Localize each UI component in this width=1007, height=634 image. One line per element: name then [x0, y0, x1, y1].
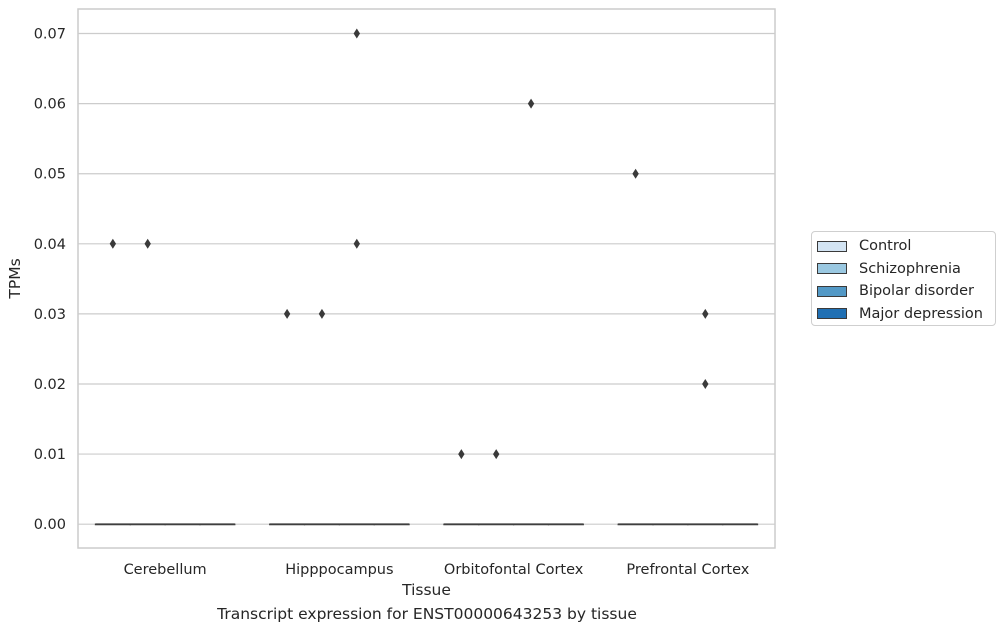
- legend-swatch: [817, 285, 847, 297]
- outlier-point: [353, 28, 360, 39]
- y-tick-labels: 0.00 0.01 0.02 0.03 0.04 0.05 0.06 0.07: [34, 27, 66, 534]
- x-tick-label: Hipppocampus: [285, 562, 393, 578]
- outlier-points: [109, 28, 709, 460]
- outlier-point: [144, 238, 151, 249]
- y-tick-label: 0.02: [34, 377, 66, 393]
- outlier-point: [527, 98, 535, 109]
- x-tick-label: Prefrontal Cortex: [626, 562, 749, 578]
- chart-caption: Transcript expression for ENST0000064325…: [217, 605, 637, 623]
- outlier-point: [458, 449, 465, 460]
- outlier-point: [493, 449, 500, 460]
- legend-label: Major depression: [859, 305, 983, 322]
- legend-item: Schizophrenia: [817, 259, 961, 279]
- plot-frame: [77, 8, 776, 549]
- y-tick-label: 0.00: [34, 517, 66, 533]
- y-tick-label: 0.05: [34, 167, 66, 183]
- legend-item: Control: [817, 236, 911, 256]
- y-tick-label: 0.03: [34, 307, 66, 323]
- legend-label: Schizophrenia: [859, 260, 961, 277]
- y-tick-label: 0.07: [34, 27, 66, 43]
- outlier-point: [318, 308, 326, 319]
- legend-label: Control: [859, 238, 912, 254]
- outlier-point: [632, 168, 639, 179]
- y-tick-label: 0.06: [34, 97, 66, 113]
- x-tick-labels: Cerebellum Hipppocampus Orbitofontal Corte…: [124, 562, 750, 578]
- outlier-point: [702, 378, 709, 389]
- x-tick-label: Orbitofontal Cortex: [444, 562, 584, 578]
- outlier-point: [109, 238, 117, 249]
- legend-swatch: [817, 240, 847, 252]
- legend-swatch: [817, 263, 847, 274]
- gridlines: [78, 32, 775, 525]
- legend-label: Bipolar disorder: [859, 283, 974, 299]
- legend-item: Major depression: [817, 304, 983, 324]
- outlier-point: [283, 308, 291, 319]
- legend-swatch: [817, 308, 847, 319]
- legend-item: Bipolar disorder: [817, 281, 974, 301]
- x-axis-label: Tissue: [401, 581, 451, 599]
- outlier-point: [353, 238, 360, 249]
- boxes: [94, 523, 759, 526]
- outlier-point: [702, 308, 709, 319]
- legend: Control Schizophrenia Bipolar disorder Majo…: [811, 231, 996, 326]
- x-tick-label: Cerebellum: [124, 562, 207, 578]
- y-tick-label: 0.04: [34, 237, 66, 253]
- y-axis-label: TPMs: [6, 258, 24, 299]
- y-tick-label: 0.01: [34, 447, 66, 463]
